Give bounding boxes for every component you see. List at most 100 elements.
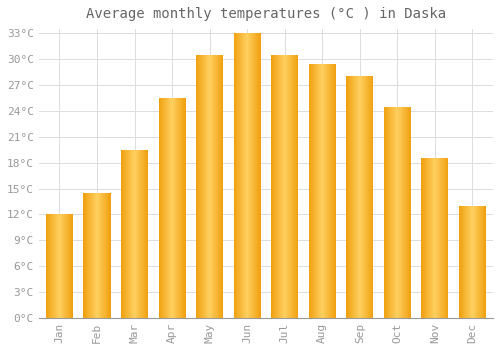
Bar <box>205 55 206 318</box>
Bar <box>179 98 180 318</box>
Bar <box>460 206 461 318</box>
Bar <box>180 98 182 318</box>
Bar <box>401 107 402 318</box>
Bar <box>391 107 392 318</box>
Bar <box>284 55 285 318</box>
Bar <box>214 55 215 318</box>
Bar <box>207 55 208 318</box>
Bar <box>252 33 253 318</box>
Bar <box>271 55 272 318</box>
Bar <box>363 77 364 318</box>
Bar <box>234 33 236 318</box>
Bar <box>436 159 437 318</box>
Bar <box>358 77 359 318</box>
Bar <box>278 55 279 318</box>
Bar <box>362 77 363 318</box>
Bar <box>165 98 166 318</box>
Bar <box>257 33 258 318</box>
Bar <box>48 215 49 318</box>
Bar <box>218 55 219 318</box>
Bar <box>167 98 168 318</box>
Bar <box>248 33 249 318</box>
Bar <box>273 55 274 318</box>
Bar <box>176 98 177 318</box>
Bar <box>316 64 317 318</box>
Bar <box>56 215 57 318</box>
Bar <box>360 77 361 318</box>
Bar <box>51 215 52 318</box>
Bar <box>373 77 374 318</box>
Bar <box>462 206 463 318</box>
Bar <box>141 150 142 318</box>
Bar <box>57 215 58 318</box>
Bar <box>170 98 171 318</box>
Bar <box>239 33 240 318</box>
Bar <box>163 98 164 318</box>
Bar <box>286 55 287 318</box>
Bar <box>201 55 202 318</box>
Bar <box>431 159 432 318</box>
Bar <box>69 215 70 318</box>
Bar <box>62 215 63 318</box>
Bar <box>215 55 216 318</box>
Bar <box>402 107 404 318</box>
Bar <box>366 77 367 318</box>
Bar <box>282 55 283 318</box>
Bar <box>353 77 354 318</box>
Bar <box>220 55 221 318</box>
Bar <box>335 64 336 318</box>
Bar <box>442 159 443 318</box>
Bar <box>139 150 140 318</box>
Bar <box>465 206 466 318</box>
Bar <box>292 55 293 318</box>
Bar <box>70 215 71 318</box>
Bar <box>237 33 238 318</box>
Bar <box>109 193 110 318</box>
Bar <box>202 55 203 318</box>
Bar <box>470 206 471 318</box>
Bar <box>312 64 313 318</box>
Bar <box>471 206 472 318</box>
Bar <box>159 98 160 318</box>
Bar <box>146 150 147 318</box>
Bar <box>182 98 183 318</box>
Bar <box>96 193 97 318</box>
Bar <box>384 107 385 318</box>
Bar <box>254 33 256 318</box>
Bar <box>137 150 138 318</box>
Bar <box>423 159 424 318</box>
Bar <box>277 55 278 318</box>
Bar <box>84 193 85 318</box>
Bar <box>124 150 125 318</box>
Bar <box>206 55 207 318</box>
Bar <box>89 193 90 318</box>
Bar <box>103 193 104 318</box>
Bar <box>125 150 126 318</box>
Bar <box>50 215 51 318</box>
Bar <box>351 77 352 318</box>
Bar <box>409 107 410 318</box>
Bar <box>429 159 430 318</box>
Bar <box>395 107 396 318</box>
Bar <box>479 206 480 318</box>
Bar <box>122 150 123 318</box>
Bar <box>404 107 405 318</box>
Bar <box>88 193 89 318</box>
Bar <box>474 206 475 318</box>
Bar <box>130 150 131 318</box>
Bar <box>162 98 163 318</box>
Bar <box>365 77 366 318</box>
Bar <box>313 64 314 318</box>
Bar <box>288 55 289 318</box>
Bar <box>217 55 218 318</box>
Bar <box>129 150 130 318</box>
Bar <box>293 55 294 318</box>
Bar <box>123 150 124 318</box>
Bar <box>310 64 311 318</box>
Bar <box>389 107 390 318</box>
Bar <box>480 206 481 318</box>
Bar <box>435 159 436 318</box>
Bar <box>63 215 64 318</box>
Bar <box>330 64 331 318</box>
Bar <box>397 107 398 318</box>
